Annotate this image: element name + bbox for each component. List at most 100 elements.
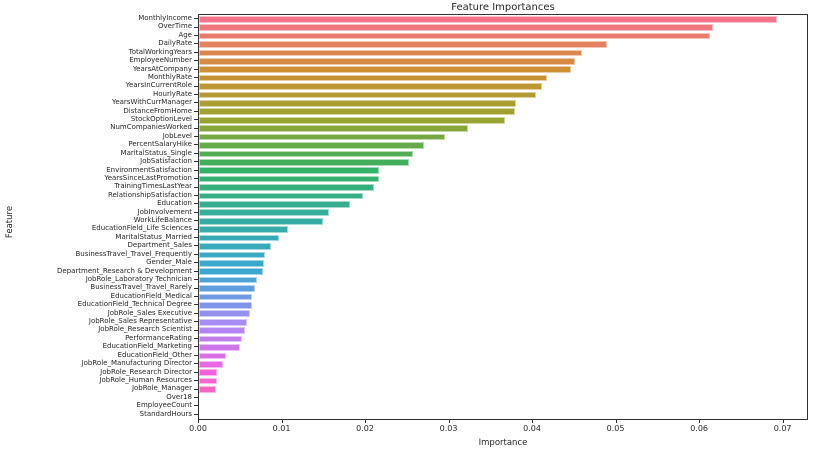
y-tick-mark	[194, 178, 198, 180]
y-tick-label: EmployeeNumber	[129, 56, 192, 65]
y-tick-mark	[194, 380, 198, 382]
y-tick-mark	[194, 245, 198, 247]
y-tick-label: EducationField_Technical Degree	[77, 300, 192, 309]
y-tick-mark	[194, 321, 198, 323]
y-tick-label: WorkLifeBalance	[133, 216, 192, 224]
bar	[199, 184, 375, 191]
y-tick-label: JobRole_Research Scientist	[98, 325, 192, 334]
y-tick-label: JobRole_Laboratory Technician	[85, 274, 192, 283]
bar	[199, 175, 380, 183]
bar	[199, 158, 409, 166]
y-tick-label: JobRole_Sales Executive	[107, 308, 192, 317]
y-tick-label: EducationField_Medical	[110, 291, 192, 300]
y-tick-mark	[194, 338, 198, 340]
x-tick-label: 0.04	[523, 424, 541, 433]
y-tick-labels: MonthlyIncome OverTime Age DailyRate TotalWo…	[0, 14, 198, 420]
bar	[199, 192, 363, 200]
y-tick-mark	[194, 194, 198, 196]
y-tick-label: NumCompaniesWorked	[110, 123, 192, 132]
bar	[199, 243, 271, 250]
x-axis-label: Importance	[478, 438, 528, 448]
y-tick-label: JobRole_Manager	[131, 384, 192, 393]
x-tick-label: 0.06	[690, 424, 708, 433]
chart-title: Feature Importances	[451, 2, 555, 13]
y-tick-mark	[194, 85, 198, 87]
y-tick-label: Department_Sales	[127, 241, 193, 250]
y-tick-mark	[194, 152, 198, 154]
y-tick-mark	[194, 60, 198, 62]
y-tick-mark	[194, 119, 198, 121]
x-tick-label: 0.01	[272, 424, 291, 433]
bar	[199, 377, 218, 385]
y-tick-label: TrainingTimesLastYear	[114, 182, 192, 191]
y-tick-label: StockOptionLevel	[130, 115, 192, 123]
bar	[199, 142, 425, 149]
bar	[199, 167, 380, 174]
y-tick-mark	[194, 413, 198, 415]
y-tick-mark	[194, 169, 198, 171]
y-tick-mark	[194, 144, 198, 146]
y-tick-label: JobRole_Research Director	[100, 367, 192, 376]
y-tick-label: EducationField_Other	[117, 350, 192, 359]
y-tick-label: Gender_Male	[146, 258, 192, 267]
y-tick-mark	[194, 346, 198, 348]
x-tick-mark	[699, 420, 701, 423]
bar	[199, 302, 252, 309]
bar	[199, 335, 242, 343]
y-tick-label: DistanceFromHome	[123, 106, 192, 115]
y-tick-mark	[194, 35, 198, 37]
y-tick-mark	[194, 237, 198, 239]
bar	[199, 386, 216, 393]
bar	[199, 268, 264, 275]
bar	[199, 251, 265, 259]
x-tick-mark	[532, 420, 534, 423]
x-tick-mark	[198, 420, 199, 423]
y-tick-label: TotalWorkingYears	[128, 47, 192, 56]
y-tick-mark	[194, 270, 198, 272]
plot-area	[198, 14, 808, 420]
y-tick-label: JobInvolvement	[137, 207, 192, 216]
bar	[199, 32, 711, 40]
y-tick-label: JobRole_Sales Representative	[88, 317, 192, 325]
bar	[199, 310, 250, 318]
y-tick-label: MonthlyRate	[147, 72, 192, 81]
y-tick-label: DailyRate	[158, 39, 192, 48]
y-tick-mark	[194, 253, 198, 255]
y-tick-mark	[194, 51, 198, 53]
bar	[199, 285, 255, 292]
y-tick-label: OverTime	[158, 22, 192, 31]
y-tick-label: PerformanceRating	[125, 333, 192, 342]
bar	[199, 24, 713, 31]
y-tick-label: JobRole_Manufacturing Director	[81, 359, 192, 368]
y-tick-label: MonthlyIncome	[138, 14, 192, 22]
y-tick-mark	[194, 93, 198, 95]
y-tick-label: YearsWithCurrManager	[111, 98, 192, 107]
y-tick-mark	[194, 68, 198, 70]
x-tick-mark	[782, 420, 784, 423]
y-tick-label: EducationField_Marketing	[102, 342, 192, 351]
y-tick-label: JobSatisfaction	[140, 157, 192, 166]
bar	[199, 150, 413, 158]
y-tick-mark	[194, 203, 198, 205]
y-tick-mark	[194, 354, 198, 356]
y-tick-mark	[194, 110, 198, 112]
y-tick-label: Department_Research & Development	[57, 266, 192, 275]
bar	[199, 108, 515, 116]
bar	[199, 41, 608, 48]
y-tick-mark	[194, 279, 198, 281]
y-tick-label: EnvironmentSatisfaction	[106, 165, 192, 174]
y-tick-mark	[194, 161, 198, 163]
y-tick-mark	[194, 329, 198, 331]
y-tick-mark	[194, 371, 198, 373]
y-tick-label: EducationField_Life Sciences	[91, 224, 192, 233]
bar	[199, 57, 575, 65]
x-tick-label: 0.07	[773, 424, 792, 433]
bar	[199, 318, 248, 326]
bar	[199, 201, 351, 208]
bar	[199, 259, 265, 267]
y-tick-label: JobRole_Human Resources	[99, 375, 192, 384]
y-tick-label: BusinessTravel_Travel_Frequently	[75, 249, 193, 258]
bar	[199, 226, 288, 233]
y-tick-mark	[194, 388, 198, 390]
